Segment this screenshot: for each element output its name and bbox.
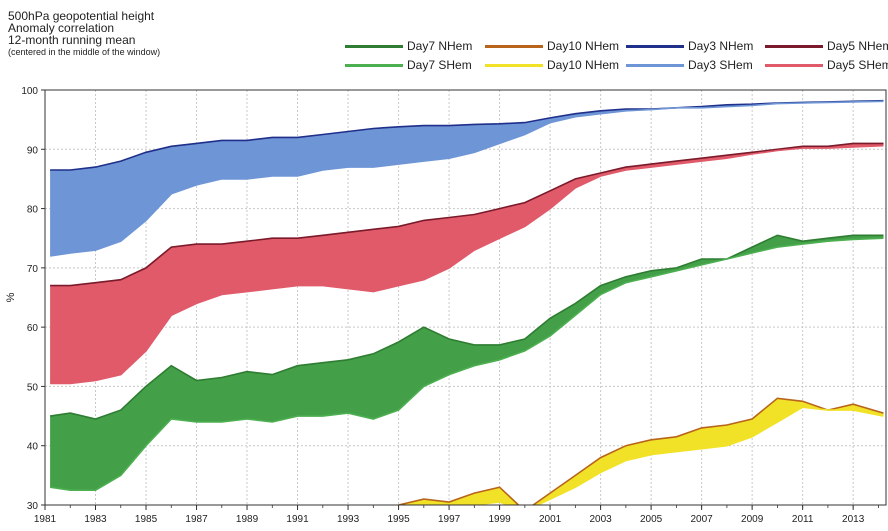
legend-item: Day10 NHem [485,38,619,54]
band-1 [50,143,884,384]
x-tick-label: 2009 [741,514,764,525]
y-tick-label: 40 [27,442,39,453]
y-tick-label: 100 [21,86,38,97]
x-tick-label: 2005 [640,514,663,525]
y-axis-label: % [5,292,17,302]
x-tick-label: 2013 [842,514,865,525]
y-tick-label: 90 [27,145,39,156]
legend-label: Day5 SHem [827,58,888,72]
y-tick-label: 80 [27,205,39,216]
legend-item: Day10 NHem [485,57,619,73]
x-tick-label: 1987 [185,514,208,525]
legend-label: Day10 NHem [547,39,620,53]
series-line-2 [50,142,884,287]
x-tick-label: 1989 [236,514,259,525]
x-tick-label: 1991 [286,514,309,525]
legend-label: Day7 NHem [407,39,473,53]
series-line-6 [398,397,884,505]
series-line-1 [49,100,884,257]
x-tick-label: 2001 [539,514,562,525]
legend-item: Day3 NHem [626,38,753,54]
legend-item: Day7 NHem [345,38,472,54]
x-tick-label: 1999 [488,514,511,525]
chart-title-line-3: 12-month running mean [8,33,136,47]
x-tick-label: 1995 [387,514,410,525]
series-line-4 [49,234,884,420]
legend-item: Day5 NHem [765,38,888,54]
x-tick-label: 1997 [438,514,461,525]
legend-item: Day5 SHem [765,57,888,73]
legend-swatch [345,44,403,48]
y-tick-label: 50 [27,382,39,393]
x-tick-label: 1981 [34,514,57,525]
series-line-3 [50,144,884,385]
legend-label: Day3 SHem [688,58,753,72]
y-tick-label: 60 [27,323,39,334]
legend-swatch [765,44,823,48]
x-tick-label: 1993 [337,514,360,525]
legend-label: Day7 SHem [407,58,472,72]
x-tick-label: 2011 [792,514,814,525]
legend-swatch [345,63,403,67]
legend-item: Day3 SHem [626,57,753,73]
legend-swatch [626,63,684,67]
chart-title-line-1: 500hPa geopotential height [8,9,155,23]
series-line-0 [50,99,884,171]
x-tick-label: 1983 [84,514,107,525]
chart-legend: Day7 NHem Day10 NHem Day3 NHem Day5 NHem Day… [345,38,888,74]
band-3 [398,398,884,505]
x-tick-label: 2007 [691,514,714,525]
legend-swatch [485,44,543,48]
chart-title-line-2: Anomaly correlation [8,21,115,35]
legend-label: Day3 NHem [688,39,754,53]
legend-swatch [626,44,684,48]
series-line-5 [49,237,884,491]
chart-titles: 500hPa geopotential height Anomaly corre… [8,10,160,58]
legend-swatch [765,63,823,67]
band-2 [50,235,884,491]
legend-label: Day5 NHem [827,39,888,53]
legend-item: Day7 SHem [345,57,472,73]
x-tick-label: 2003 [589,514,612,525]
legend-swatch [485,63,543,67]
plot-frame [44,89,887,506]
y-tick-label: 30 [27,501,39,512]
legend-label: Day10 NHem [547,58,620,72]
chart-subtitle: (centered in the middle of the window) [8,47,161,57]
x-tick-label: 1985 [135,514,158,525]
y-tick-label: 70 [27,264,39,275]
